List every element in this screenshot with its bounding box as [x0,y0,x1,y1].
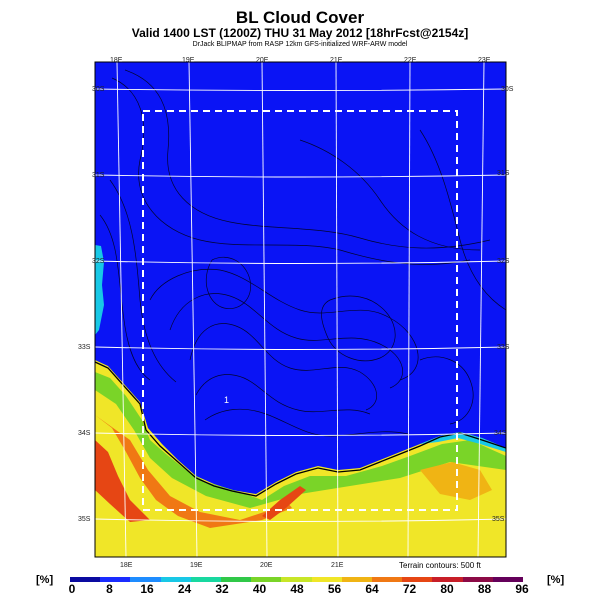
color-swatch [160,577,191,582]
lat-label-right: 30S [501,86,514,93]
lon-label-top: 23E [478,57,491,64]
lat-label-right: 34S [494,430,507,437]
cyan-coastal-band [95,245,104,335]
color-swatch [221,577,252,582]
color-scale-tick: 24 [177,582,192,596]
color-scale-labels: 0 8 16 24 32 40 48 56 64 72 80 88 96 [0,582,600,598]
lon-label-bottom: 21E [331,562,344,569]
color-swatch [311,577,342,582]
color-swatch [341,577,373,582]
lat-label-left: 34S [78,430,91,437]
color-swatch [190,577,222,582]
color-swatch [492,577,524,582]
color-swatch [432,577,463,582]
color-scale-tick: 0 [68,582,76,596]
color-swatch [281,577,312,582]
terrain-contour-note: Terrain contours: 500 ft [399,561,481,570]
unit-label-left: [%] [36,574,54,586]
lat-label-right: 35S [492,516,505,523]
red-cloud-core [95,440,150,522]
lon-label-bottom: 18E [120,562,133,569]
lat-label-left: 31S [92,172,105,179]
color-scale-tick: 56 [327,582,342,596]
valid-time-subtitle: Valid 1400 LST (1200Z) THU 31 May 2012 [… [131,26,469,40]
map-frame [94,61,507,558]
coastline [95,361,506,497]
map-marker: 1 [224,395,229,405]
map-title: BL Cloud Cover [235,8,365,27]
graticule [95,62,506,557]
inner-domain-boundary [142,110,458,511]
lon-label-bottom: 20E [260,562,273,569]
lat-label-left: 30S [92,86,105,93]
color-swatch [462,577,493,582]
color-scale-tick: 80 [440,582,454,596]
color-scale-tick: 16 [140,582,154,596]
lat-label-right: 31S [497,170,510,177]
lon-label-top: 19E [182,57,195,64]
lat-label-left: 35S [78,516,91,523]
lat-label-left: 32S [92,258,105,265]
color-swatch [70,577,101,582]
color-scale-tick: 8 [106,582,113,596]
model-credit: DrJack BLIPMAP from RASP 12km GFS-initia… [192,41,408,48]
lon-label-bottom: 19E [190,562,203,569]
lon-label-top: 21E [330,57,343,64]
lon-label-top: 20E [256,57,269,64]
color-scale-tick: 48 [290,582,304,596]
red-ridge-streak [262,486,306,520]
color-scale-bar [70,577,524,582]
lat-label-right: 32S [497,258,510,265]
color-scale-tick: 96 [515,582,529,596]
color-scale-tick: 72 [402,582,417,596]
color-scale-tick: 40 [252,582,267,596]
unit-label-right: [%] [547,574,565,586]
color-scale-tick: 64 [365,582,379,596]
color-scale-tick: 32 [215,582,229,596]
color-scale-tick: 88 [477,582,492,596]
terrain-contours [99,69,506,437]
color-swatch [251,577,282,582]
lon-label-top: 22E [404,57,417,64]
color-swatch [100,577,131,582]
lat-label-right: 33S [497,344,510,351]
color-swatch [402,577,433,582]
lon-label-top: 18E [110,57,123,64]
color-swatch [130,577,161,582]
color-swatch [372,577,403,582]
lat-label-left: 33S [78,344,91,351]
